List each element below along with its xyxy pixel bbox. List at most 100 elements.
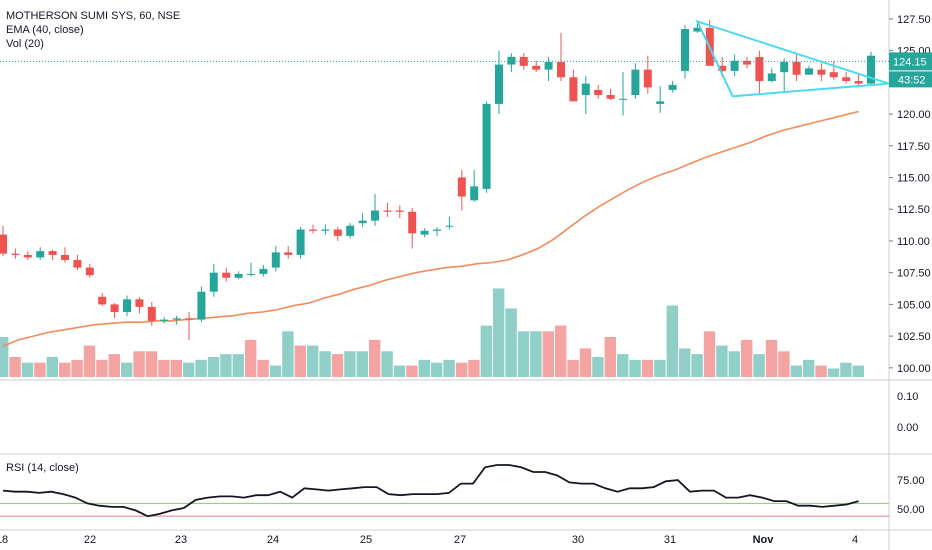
volume-bar bbox=[555, 325, 567, 377]
candle-body bbox=[160, 319, 169, 321]
volume-bar bbox=[542, 331, 554, 377]
price-tick-label: 110.00 bbox=[897, 236, 930, 248]
candle-body bbox=[73, 259, 82, 268]
candle-body bbox=[23, 254, 32, 258]
candle-body bbox=[247, 273, 255, 275]
volume-bar bbox=[840, 362, 852, 377]
time-tick-label: 4 bbox=[852, 534, 858, 546]
volume-bar bbox=[629, 359, 641, 377]
candle-body bbox=[569, 77, 578, 102]
candle-body bbox=[482, 103, 491, 189]
candle-body bbox=[172, 318, 181, 320]
candle-body bbox=[123, 299, 131, 313]
candle-body bbox=[867, 55, 875, 84]
candle-body bbox=[668, 84, 677, 90]
candle-body bbox=[271, 252, 280, 268]
volume-bar bbox=[852, 365, 864, 377]
candle-body bbox=[259, 268, 268, 274]
candle-body bbox=[61, 254, 69, 260]
candle-body bbox=[147, 306, 156, 321]
candle-body bbox=[383, 210, 392, 212]
volume-bar bbox=[716, 345, 728, 377]
volume-bar bbox=[493, 288, 505, 377]
price-tick-label: 120.00 bbox=[897, 109, 931, 121]
volume-bar bbox=[232, 354, 244, 377]
price-axis: 100.00 102.50 105.00 107.50 110.00 112.50 115.… bbox=[0, 14, 932, 546]
candle-body bbox=[333, 229, 342, 236]
candle-body bbox=[594, 89, 603, 96]
indicator-tick-label: 0.10 bbox=[897, 391, 918, 403]
volume-bar bbox=[654, 359, 666, 377]
candle-body bbox=[11, 253, 20, 255]
candle-body bbox=[656, 101, 665, 104]
volume-bar bbox=[331, 354, 344, 377]
candle-body bbox=[619, 98, 627, 100]
candle-body bbox=[495, 64, 503, 104]
volume-bar bbox=[480, 325, 492, 377]
rsi-pane bbox=[0, 464, 889, 518]
volume-bar bbox=[245, 339, 257, 377]
volume-bar bbox=[121, 362, 133, 377]
volume-bar bbox=[183, 362, 195, 377]
candle-body bbox=[135, 299, 144, 307]
volume-bar bbox=[641, 359, 654, 377]
candle-body bbox=[371, 210, 379, 221]
candle-body bbox=[408, 211, 417, 234]
candle-body bbox=[854, 81, 863, 84]
candle-body bbox=[234, 273, 243, 278]
volume-bar bbox=[158, 359, 170, 377]
price-tick-label: 105.00 bbox=[897, 299, 931, 311]
candle-body bbox=[321, 229, 330, 231]
volume-bar bbox=[21, 362, 34, 377]
volume-bar bbox=[703, 331, 716, 377]
candle-body bbox=[185, 318, 193, 320]
vol-legend: Vol (20) bbox=[6, 38, 44, 50]
volume-bar bbox=[282, 331, 294, 377]
last-price-badge bbox=[889, 52, 932, 71]
candle-body bbox=[296, 229, 305, 255]
candle-body bbox=[792, 62, 801, 75]
candle-body bbox=[842, 77, 851, 82]
volume-bar bbox=[753, 354, 765, 377]
volume-bar bbox=[269, 365, 282, 377]
volume-bar bbox=[431, 362, 443, 377]
price-tick-label: 117.50 bbox=[897, 141, 930, 153]
candle-body bbox=[606, 95, 615, 99]
volume-bar bbox=[257, 359, 269, 377]
candle-body bbox=[730, 60, 739, 71]
candle-body bbox=[36, 251, 45, 258]
volume-bar bbox=[455, 362, 468, 377]
candle-body bbox=[643, 69, 652, 88]
volume-bar bbox=[691, 354, 703, 377]
candle-body bbox=[681, 29, 689, 71]
candle-body bbox=[222, 272, 231, 278]
candle-body bbox=[420, 230, 429, 235]
ema-line bbox=[2, 110, 859, 348]
volume-bar bbox=[679, 348, 691, 377]
price-tick-label: 107.50 bbox=[897, 268, 931, 280]
symbol-title: MOTHERSON SUMI SYS, 60, NSE bbox=[6, 10, 181, 22]
candles bbox=[0, 20, 889, 340]
candle-body bbox=[557, 62, 565, 78]
volume-bar bbox=[666, 305, 678, 377]
volume-bar bbox=[604, 337, 616, 377]
volume-bar bbox=[815, 365, 827, 377]
ema-series bbox=[2, 110, 859, 348]
candle-body bbox=[544, 62, 553, 70]
volume-bar bbox=[617, 354, 629, 377]
candle-body bbox=[346, 225, 355, 236]
volume-bar bbox=[0, 337, 9, 377]
time-tick-label: Nov bbox=[753, 534, 775, 546]
indicator-tick-label: 0.00 bbox=[897, 422, 918, 434]
time-tick-label: 18 bbox=[0, 534, 8, 546]
volume-bar bbox=[96, 359, 108, 377]
volume-bar bbox=[728, 351, 740, 377]
volume-bar bbox=[393, 365, 406, 377]
volume-bar bbox=[579, 348, 592, 377]
candle-body bbox=[470, 186, 479, 201]
time-tick-label: 27 bbox=[454, 534, 466, 546]
volume-bar bbox=[207, 357, 220, 377]
